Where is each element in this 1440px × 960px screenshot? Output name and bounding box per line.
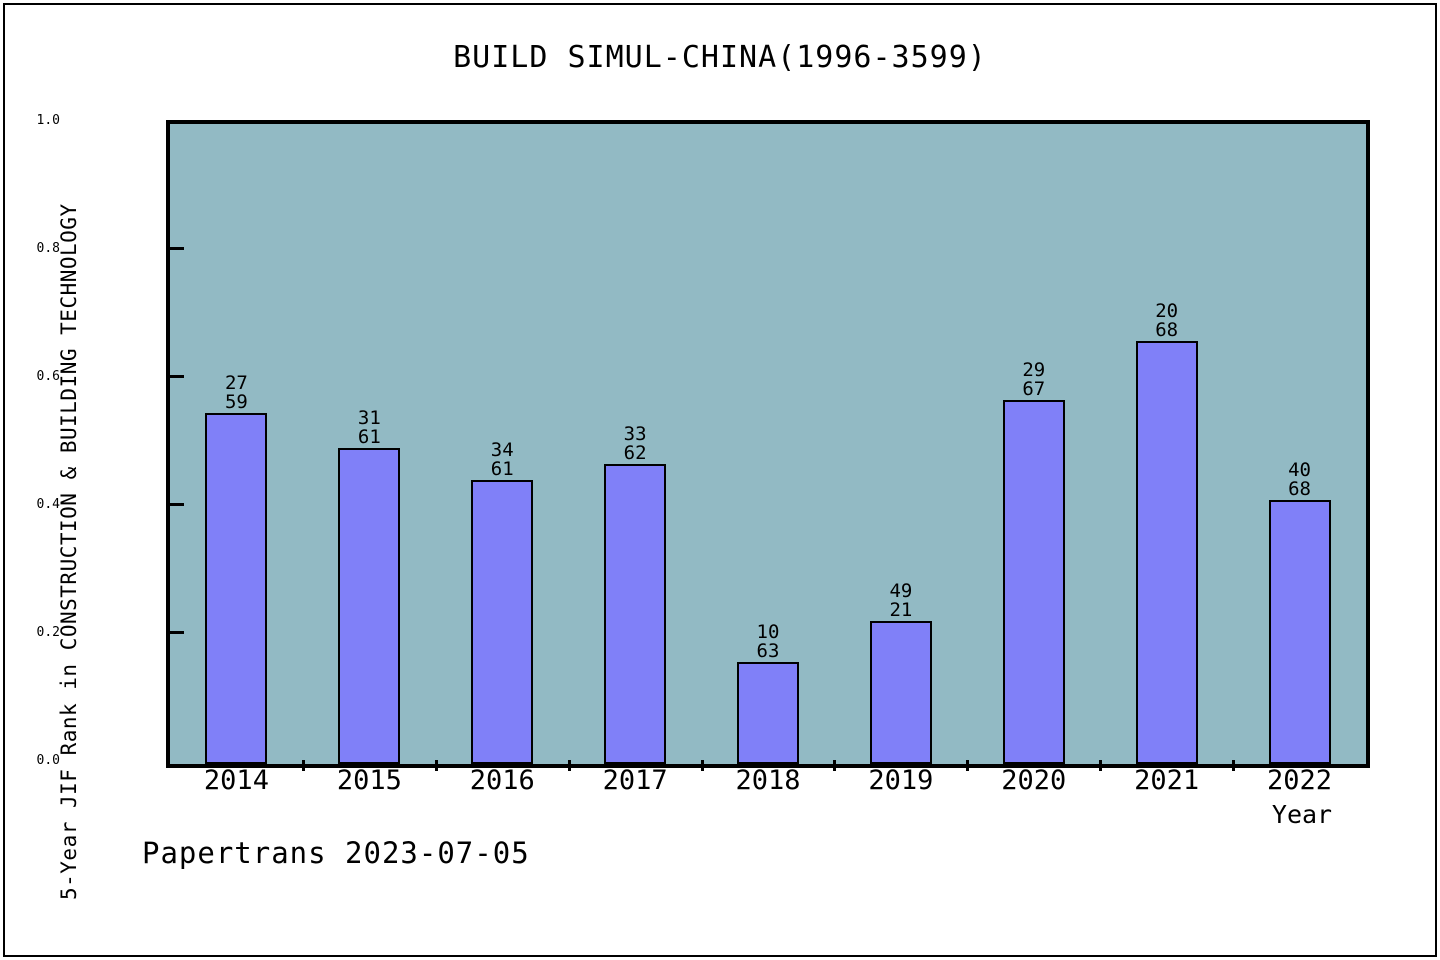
bar[interactable]: 29 67 — [1002, 360, 1065, 764]
page-title: BUILD SIMUL-CHINA(1996-3599) — [453, 40, 987, 75]
footer-note: Papertrans 2023-07-05 — [142, 836, 530, 870]
bar-rank-value: 29 — [1022, 358, 1046, 381]
bar-slot: 27 59 — [170, 124, 303, 764]
x-tick-mark — [1099, 760, 1103, 771]
bar-slot: 20 68 — [1100, 124, 1233, 764]
x-tick-mark — [700, 760, 704, 771]
bar[interactable]: 49 21 — [869, 582, 932, 764]
bar-slot: 10 63 — [702, 124, 835, 764]
x-tick-mark — [567, 760, 571, 771]
bar-series: 27 59 31 61 34 61 33 62 10 63 49 21 29 67 20 68 40 68 — [170, 124, 1366, 764]
bar-total-value: 63 — [756, 640, 780, 663]
bar-value-label: 27 59 — [225, 374, 248, 412]
bar-value-label: 20 68 — [1155, 299, 1179, 341]
bar-slot: 49 21 — [834, 124, 967, 764]
bar-value-label: 29 67 — [1022, 358, 1046, 400]
bar-total-value: 68 — [1155, 318, 1179, 341]
figure-border — [3, 3, 1437, 957]
bar-rank-value: 27 — [224, 372, 248, 395]
bar-value-label: 40 68 — [1288, 458, 1312, 500]
y-tick-label: 0.0 — [36, 753, 60, 768]
bar-total-value: 62 — [623, 441, 647, 464]
bar-rank-value: 34 — [490, 438, 514, 461]
bar-slot: 34 61 — [436, 124, 569, 764]
bar-rank-value: 20 — [1155, 299, 1179, 322]
bar-total-value: 67 — [1022, 377, 1046, 400]
x-axis-title: Year — [1271, 800, 1333, 829]
x-tick-mark — [1232, 760, 1236, 771]
bar-total-value: 68 — [1288, 477, 1312, 500]
y-tick-mark — [170, 375, 184, 378]
x-tick-mark — [833, 760, 837, 771]
bar[interactable]: 20 68 — [1135, 301, 1198, 764]
x-tick-mark — [434, 760, 438, 771]
y-tick-mark — [170, 503, 184, 506]
y-tick-label: 1.0 — [36, 113, 60, 128]
y-tick-label: 0.8 — [36, 241, 60, 256]
bar[interactable]: 31 61 — [338, 408, 401, 764]
y-tick-mark — [170, 631, 184, 634]
bar-slot: 31 61 — [303, 124, 436, 764]
bar-total-value: 21 — [889, 599, 913, 622]
bar[interactable]: 10 63 — [737, 623, 799, 764]
x-tick-mark — [301, 760, 305, 771]
bar-value-label: 33 62 — [623, 422, 647, 464]
bar-total-value: 61 — [357, 425, 381, 448]
x-tick-label: 2014 — [203, 765, 269, 796]
bar-rank-value: 10 — [756, 621, 780, 644]
bar-slot: 33 62 — [569, 124, 702, 764]
bar-total-value: 61 — [490, 457, 514, 480]
bar[interactable]: 27 59 — [205, 374, 268, 764]
bar-slot: 29 67 — [967, 124, 1100, 764]
y-tick-mark — [170, 247, 184, 250]
x-tick-label: 2017 — [602, 765, 668, 796]
bar[interactable]: 34 61 — [471, 440, 534, 764]
bar-rank-value: 31 — [357, 406, 381, 429]
x-tick-label: 2016 — [469, 765, 535, 796]
bar-slot: 40 68 — [1233, 124, 1366, 764]
bar-value-label: 10 63 — [757, 623, 780, 661]
y-tick-label: 0.6 — [36, 369, 60, 384]
bar[interactable]: 40 68 — [1268, 460, 1331, 764]
bar-value-label: 49 21 — [889, 582, 912, 620]
bar-total-value: 59 — [224, 391, 248, 414]
x-tick-label: 2018 — [735, 765, 801, 796]
x-tick-label: 2015 — [336, 765, 402, 796]
bar-rank-value: 40 — [1288, 458, 1312, 481]
x-tick-mark — [966, 760, 970, 771]
bar-rank-value: 33 — [623, 422, 647, 445]
x-tick-label: 2019 — [868, 765, 934, 796]
y-tick-label: 0.4 — [36, 497, 60, 512]
x-tick-label: 2022 — [1267, 765, 1333, 796]
bar[interactable]: 33 62 — [604, 424, 667, 764]
bar-value-label: 34 61 — [490, 438, 514, 480]
plot-area: 27 59 31 61 34 61 33 62 10 63 49 21 29 67 20 68 40 68 — [166, 120, 1370, 768]
x-tick-label: 2021 — [1134, 765, 1200, 796]
bar-value-label: 31 61 — [357, 406, 381, 448]
bar-rank-value: 49 — [889, 580, 913, 603]
y-tick-label: 0.2 — [36, 625, 60, 640]
x-tick-label: 2020 — [1001, 765, 1067, 796]
